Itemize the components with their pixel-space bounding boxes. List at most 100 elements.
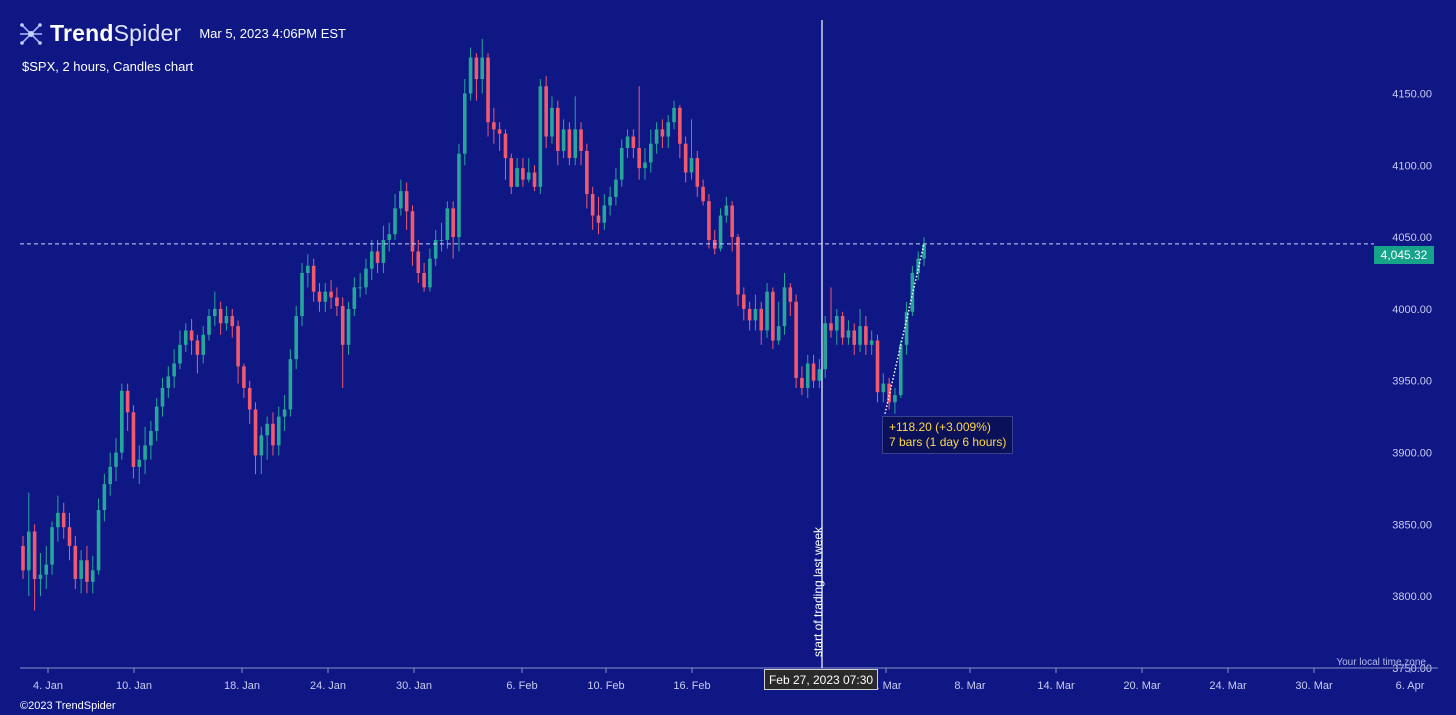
candle-body (852, 330, 857, 345)
candle-body (218, 308, 223, 324)
candle-body (195, 340, 200, 355)
y-tick-label: 4000.00 (1392, 304, 1432, 316)
x-tick-label: 2. Mar (870, 680, 902, 692)
candle-body (881, 383, 886, 393)
candle-body (445, 208, 450, 240)
candle-body (166, 376, 171, 388)
candle-body (253, 409, 258, 456)
chart-subtitle: $SPX, 2 hours, Candles chart (22, 59, 194, 74)
candle-body (555, 107, 560, 151)
brand-bold: Trend (50, 20, 114, 46)
candle-body (183, 330, 188, 345)
vertical-line-label: start of trading last week (811, 526, 825, 658)
x-tick-label: 14. Mar (1037, 680, 1075, 692)
x-tick-label: 18. Jan (224, 680, 260, 692)
candle-body (910, 273, 915, 312)
candle-body (643, 162, 647, 169)
candle-body (393, 208, 397, 235)
candle-body (56, 512, 60, 528)
header: TrendSpider Mar 5, 2023 4:06PM EST (18, 20, 346, 47)
candle-body (44, 564, 49, 575)
candle-body (428, 258, 432, 288)
candle-body (794, 301, 798, 378)
candle-body (654, 129, 659, 144)
x-tick-label: 4. Jan (33, 680, 63, 692)
candle-body (829, 323, 833, 331)
candle-body (817, 369, 822, 381)
candle-body (782, 287, 787, 327)
y-tick-label: 4100.00 (1392, 160, 1432, 172)
candle-body (608, 196, 612, 206)
candle-body (207, 316, 211, 335)
candle-body (364, 268, 368, 288)
candle-body (271, 423, 275, 446)
candle-body (689, 158, 694, 173)
candle-body (776, 326, 781, 341)
candle-body (840, 316, 845, 338)
candle-body (160, 387, 165, 407)
candle-body (300, 273, 304, 317)
candle-body (922, 244, 926, 259)
x-tick-label: 6. Feb (506, 680, 537, 692)
candle-body (294, 316, 299, 360)
candle-body (352, 287, 357, 309)
candle-body (404, 191, 409, 212)
brand-light: Spider (113, 20, 182, 46)
candle-body (189, 330, 194, 341)
candle-body (503, 133, 508, 159)
candle-body (154, 406, 159, 431)
candle-body (236, 326, 240, 367)
candle-body (410, 211, 415, 252)
candle-body (137, 459, 142, 467)
candle-body (648, 143, 653, 163)
candle-body (242, 366, 246, 388)
candle-body (550, 107, 554, 137)
candle-body (85, 560, 89, 582)
candle-body (579, 129, 583, 151)
candle-body (695, 158, 700, 187)
candle-body (369, 251, 374, 269)
candle-body (468, 57, 473, 94)
candle-body (172, 363, 176, 377)
crosshair-date-tag: Feb 27, 2023 07:30 (764, 669, 878, 690)
candle-body (753, 308, 758, 321)
candle-body (480, 57, 485, 80)
brand-name: TrendSpider (50, 20, 181, 47)
candle-body (561, 129, 566, 151)
candle-body (765, 291, 769, 331)
y-tick-label: 3750.00 (1392, 663, 1432, 675)
candle-body (846, 330, 851, 338)
candle-body (230, 316, 235, 327)
candle-body (178, 344, 182, 364)
candle-body (701, 186, 705, 202)
candle-body (224, 316, 229, 324)
candle-body (683, 143, 688, 173)
candle-body (526, 172, 531, 180)
candle-body (805, 363, 810, 388)
y-tick-label: 3800.00 (1392, 591, 1432, 603)
candle-body (399, 191, 403, 209)
candle-body (433, 239, 438, 259)
candle-body (90, 570, 95, 582)
candle-body (96, 510, 101, 571)
candle-body (329, 291, 333, 298)
candle-body (619, 148, 624, 180)
candle-body (282, 409, 287, 417)
candle-body (38, 574, 43, 579)
candle-body (718, 215, 723, 249)
candle-body (835, 316, 839, 331)
candle-body (323, 291, 328, 302)
candle-body (614, 179, 618, 197)
candle-body (823, 323, 827, 370)
candle-body (79, 560, 83, 579)
candle-body (67, 527, 72, 546)
measure-change: +118.20 (+3.009%) (889, 420, 991, 434)
candle-body (125, 390, 130, 413)
candle-body (521, 168, 525, 180)
candle-body (358, 287, 362, 289)
candle-body (439, 239, 444, 241)
candle-body (678, 107, 682, 144)
candle-body (602, 205, 607, 223)
candle-body (265, 423, 269, 436)
